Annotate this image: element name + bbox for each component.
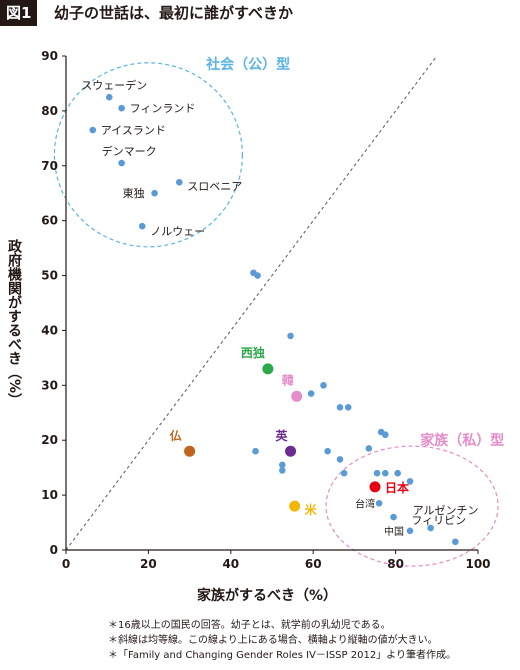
- data-point: [118, 104, 125, 112]
- data-point: [427, 524, 434, 532]
- group-label-family: 家族（私）型: [420, 432, 504, 449]
- data-point: [252, 447, 259, 455]
- y-tick-label: 60: [41, 214, 58, 228]
- y-tick-label: 20: [41, 433, 58, 447]
- data-point: [285, 445, 297, 457]
- data-label: 米: [305, 502, 318, 517]
- data-label: 西独: [241, 345, 265, 360]
- equality-line: [65, 55, 438, 551]
- data-point: [287, 332, 294, 340]
- data-label: フィンランド: [130, 102, 196, 115]
- data-label: フィリピン: [411, 514, 466, 527]
- x-tick-label: 60: [305, 557, 322, 571]
- y-tick-label: 50: [41, 269, 58, 283]
- data-point: [118, 159, 125, 167]
- data-point: [254, 272, 261, 279]
- data-point: [336, 456, 344, 463]
- footnotes: ＊16歳以上の国民の回答。幼子とは、就学前の乳幼児である。 ＊斜線は均等線。この…: [108, 618, 456, 663]
- data-point: [452, 538, 459, 546]
- y-axis-label: 政府機関がするべき（%）: [6, 238, 23, 407]
- x-tick-label: 100: [465, 557, 490, 571]
- x-axis-label: 家族がするべき（%）: [197, 587, 337, 604]
- data-label: スウェーデン: [81, 78, 147, 92]
- x-tick-label: 0: [62, 557, 70, 571]
- data-point: [320, 382, 327, 389]
- data-point: [365, 445, 373, 452]
- footnote: ＊斜線は均等線。この線より上にある場合、横軸より縦軸の値が大きい。: [108, 635, 438, 646]
- data-point: [406, 478, 414, 485]
- y-tick-label: 10: [41, 488, 58, 502]
- data-point: [138, 222, 146, 230]
- data-point: [307, 390, 315, 397]
- footnote: ＊16歳以上の国民の回答。幼子とは、就学前の乳幼児である。: [108, 620, 391, 631]
- x-tick-label: 40: [222, 557, 239, 571]
- data-label: 東独: [123, 187, 145, 200]
- y-tick-label: 70: [41, 159, 58, 173]
- data-point: [289, 500, 301, 512]
- data-label: アルゼンチン: [413, 504, 479, 517]
- data-point: [375, 500, 383, 507]
- data-label: 台湾: [355, 497, 375, 510]
- y-tick-label: 80: [41, 104, 58, 118]
- data-label: 韓: [282, 372, 294, 387]
- figure-number-badge: 図1: [0, 0, 38, 26]
- data-point: [89, 126, 97, 134]
- data-point: [105, 93, 113, 101]
- y-tick-label: 0: [50, 543, 58, 557]
- data-point: [291, 390, 303, 402]
- data-point: [394, 469, 401, 477]
- data-point: [373, 469, 381, 477]
- figure-title: 幼子の世話は、最初に誰がすべきか: [54, 4, 293, 22]
- group-label-public: 社会（公）型: [205, 56, 290, 73]
- data-point: [382, 431, 389, 439]
- data-point: [262, 363, 274, 375]
- scatter-chart: 社会（公）型家族（私）型 0 10 20 30 40 50 60 70 80 90 0 20 40 60 80…: [6, 49, 504, 604]
- group-ellipse-family: [325, 445, 499, 567]
- figure-header: 図1 幼子の世話は、最初に誰がすべきか: [0, 0, 520, 34]
- y-tick-label: 30: [41, 378, 58, 392]
- x-tick-label: 20: [140, 557, 157, 571]
- data-point: [151, 189, 158, 197]
- data-label: アイスランド: [101, 124, 166, 137]
- data-point: [406, 527, 414, 535]
- y-tick-label: 40: [41, 323, 58, 337]
- data-label: 仏: [170, 429, 182, 443]
- data-point: [340, 469, 348, 477]
- data-label: スロベニア: [187, 180, 242, 193]
- x-tick-label: 80: [387, 557, 404, 571]
- data-point: [390, 513, 397, 521]
- data-point: [279, 461, 286, 469]
- data-point: [382, 469, 389, 477]
- data-label: 中国: [384, 525, 404, 538]
- y-tick-label: 90: [41, 49, 58, 63]
- group-ellipse-public: [53, 62, 243, 248]
- data-point: [279, 467, 286, 474]
- footnote: ＊「Family and Changing Gender Roles IV－IS…: [108, 650, 456, 661]
- plot-area: 社会（公）型家族（私）型 0 10 20 30 40 50 60 70 80 90 0 20 40 60 80…: [41, 49, 504, 571]
- data-point: [184, 445, 196, 457]
- data-point: [344, 403, 352, 411]
- data-point: [369, 481, 381, 493]
- data-label: デンマーク: [102, 144, 157, 158]
- data-point: [176, 178, 183, 186]
- data-label: ノルウェー: [150, 225, 205, 238]
- data-label: 英: [276, 428, 289, 443]
- data-label: 日本: [385, 480, 409, 495]
- data-point: [336, 403, 344, 411]
- data-point: [324, 447, 331, 455]
